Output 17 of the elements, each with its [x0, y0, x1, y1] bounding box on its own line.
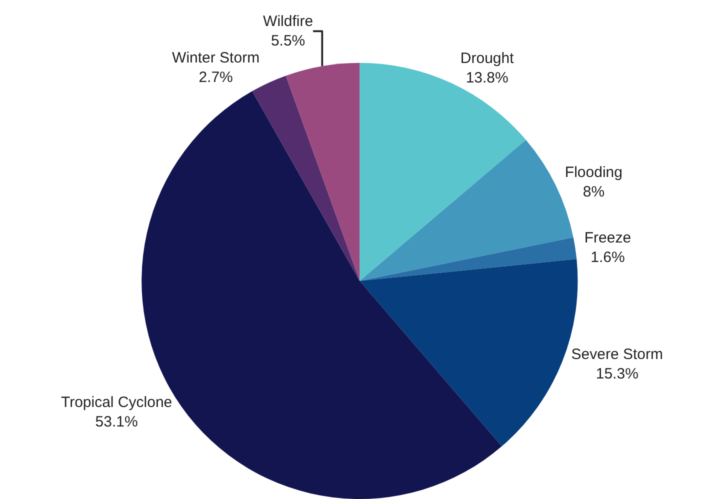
slice-label: Flooding	[564, 164, 622, 181]
pie-slice	[252, 76, 360, 281]
data-label: 53.1%	[95, 414, 138, 431]
data-label: 8%	[582, 183, 605, 200]
slice-label: Drought	[460, 50, 515, 67]
slice-label: Severe Storm	[571, 346, 663, 364]
data-label: 15.3%	[596, 366, 638, 383]
pie-slice	[286, 62, 360, 281]
pie-slice	[360, 237, 577, 281]
data-label: 13.8%	[466, 69, 508, 86]
slice-label: Tropical Cyclone	[60, 394, 172, 412]
data-label: 2.7%	[198, 68, 233, 86]
slice-label: Winter Storm	[172, 49, 260, 66]
data-label: 5.5%	[270, 32, 306, 50]
data-label: 1.6%	[590, 249, 625, 266]
slice-label: Freeze	[584, 230, 632, 247]
slice-label: Wildfire	[263, 12, 314, 30]
